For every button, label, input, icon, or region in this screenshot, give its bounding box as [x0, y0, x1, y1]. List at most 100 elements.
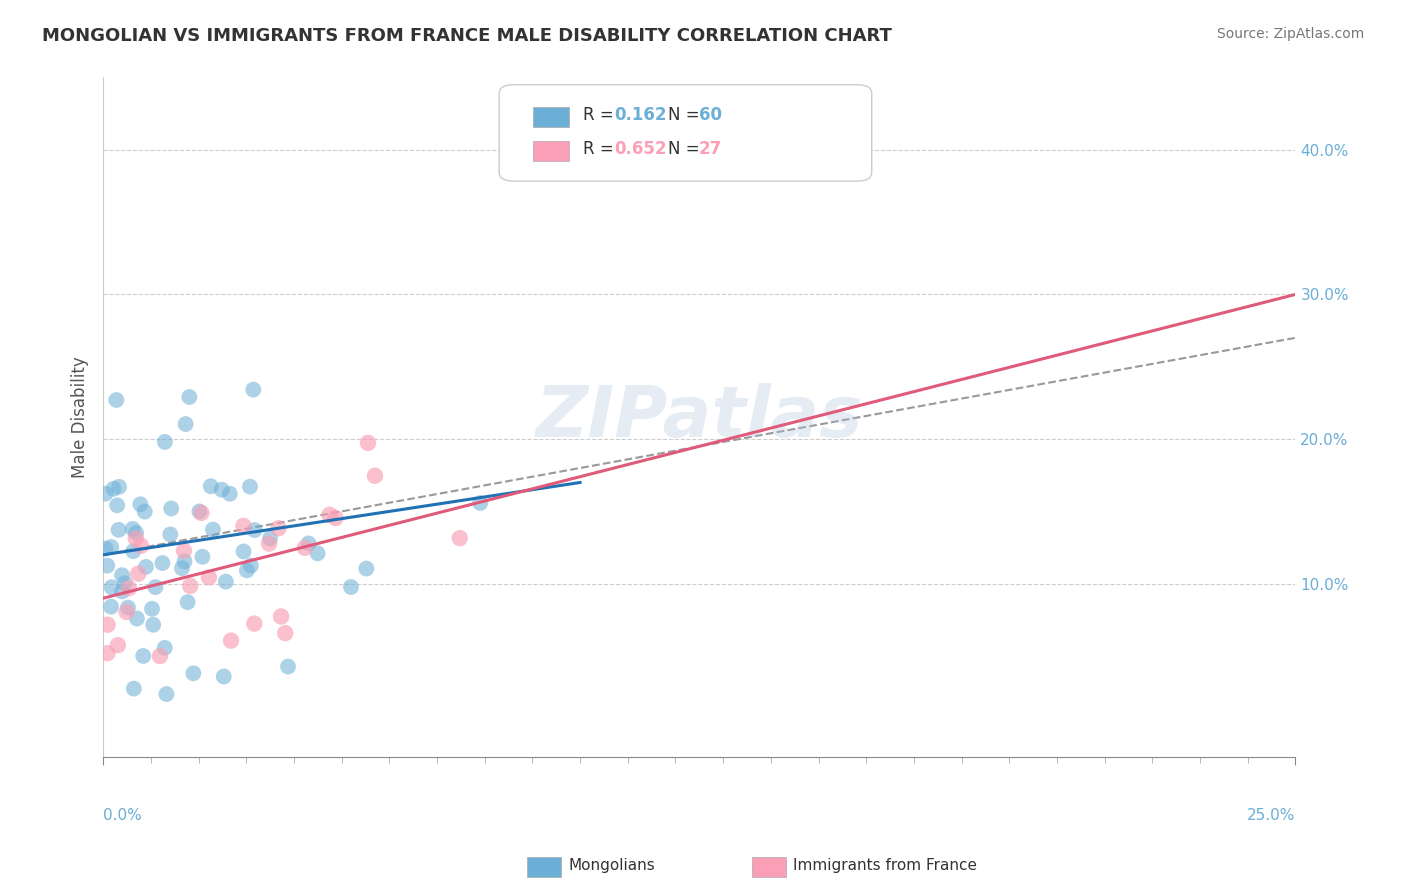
Point [96, 646, 118, 660]
Point [150, 556, 173, 570]
Point [115, 605, 138, 619]
Point [449, 531, 471, 545]
Point [267, 521, 290, 535]
Point [121, 522, 143, 536]
Point [201, 523, 224, 537]
Text: 0.162: 0.162 [614, 106, 666, 124]
Point [783, 136, 806, 150]
Text: Source: ZipAtlas.com: Source: ZipAtlas.com [1216, 27, 1364, 41]
Point [125, 532, 148, 546]
Point [243, 523, 266, 537]
Point [274, 626, 297, 640]
Point [357, 435, 380, 450]
Point [127, 566, 149, 581]
Text: 0.652: 0.652 [614, 140, 666, 158]
Text: ZIPatlas: ZIPatlas [536, 383, 863, 452]
Point [153, 640, 176, 655]
Point [129, 539, 152, 553]
Point [215, 574, 238, 589]
Point [141, 602, 163, 616]
Point [170, 561, 193, 575]
Point [294, 541, 316, 555]
Text: Immigrants from France: Immigrants from France [793, 858, 977, 872]
Point [94, 541, 117, 556]
Point [179, 390, 201, 404]
Point [239, 480, 262, 494]
Point [160, 501, 183, 516]
Point [470, 496, 492, 510]
Point [122, 681, 145, 696]
Point [318, 508, 340, 522]
Point [103, 482, 125, 496]
Point [277, 659, 299, 673]
Point [191, 549, 214, 564]
Text: N =: N = [668, 140, 704, 158]
Point [142, 617, 165, 632]
Text: 25.0%: 25.0% [1247, 808, 1295, 823]
Point [232, 544, 254, 558]
Point [173, 543, 195, 558]
Point [155, 687, 177, 701]
Point [239, 558, 262, 573]
Point [173, 554, 195, 568]
Text: 60: 60 [699, 106, 721, 124]
Point [259, 532, 281, 546]
Point [125, 525, 148, 540]
Point [218, 487, 240, 501]
Point [118, 582, 141, 596]
Text: 0.0%: 0.0% [103, 808, 142, 823]
Point [325, 511, 347, 525]
Point [159, 527, 181, 541]
Point [100, 599, 122, 614]
Point [176, 595, 198, 609]
Point [132, 648, 155, 663]
Point [188, 504, 211, 518]
Point [111, 584, 134, 599]
Point [307, 546, 329, 560]
Point [108, 480, 131, 494]
Point [105, 499, 128, 513]
Point [190, 506, 212, 520]
Point [134, 505, 156, 519]
Y-axis label: Male Disability: Male Disability [72, 357, 89, 478]
Point [100, 540, 122, 554]
Point [153, 434, 176, 449]
Point [149, 649, 172, 664]
Point [242, 383, 264, 397]
Point [122, 544, 145, 558]
Point [200, 479, 222, 493]
Point [211, 483, 233, 497]
Text: R =: R = [583, 140, 620, 158]
Point [129, 497, 152, 511]
Point [232, 519, 254, 533]
Point [114, 576, 136, 591]
Point [243, 616, 266, 631]
Point [111, 568, 134, 582]
Point [100, 580, 122, 594]
Text: MONGOLIAN VS IMMIGRANTS FROM FRANCE MALE DISABILITY CORRELATION CHART: MONGOLIAN VS IMMIGRANTS FROM FRANCE MALE… [42, 27, 891, 45]
Point [94, 486, 117, 500]
Point [97, 617, 120, 632]
Point [198, 570, 221, 584]
Point [125, 611, 148, 625]
Point [257, 536, 280, 550]
Point [107, 638, 129, 652]
Point [219, 633, 242, 648]
Point [270, 609, 292, 624]
Point [183, 666, 205, 681]
Point [179, 579, 201, 593]
Point [117, 600, 139, 615]
Point [297, 536, 319, 550]
Point [340, 580, 363, 594]
Point [174, 417, 197, 431]
Point [135, 560, 157, 574]
Text: 27: 27 [699, 140, 723, 158]
Point [105, 392, 128, 407]
Point [356, 561, 378, 575]
Point [145, 580, 167, 594]
Point [107, 523, 129, 537]
Point [212, 669, 235, 683]
Text: Mongolians: Mongolians [568, 858, 655, 872]
Text: R =: R = [583, 106, 620, 124]
Point [96, 558, 118, 573]
